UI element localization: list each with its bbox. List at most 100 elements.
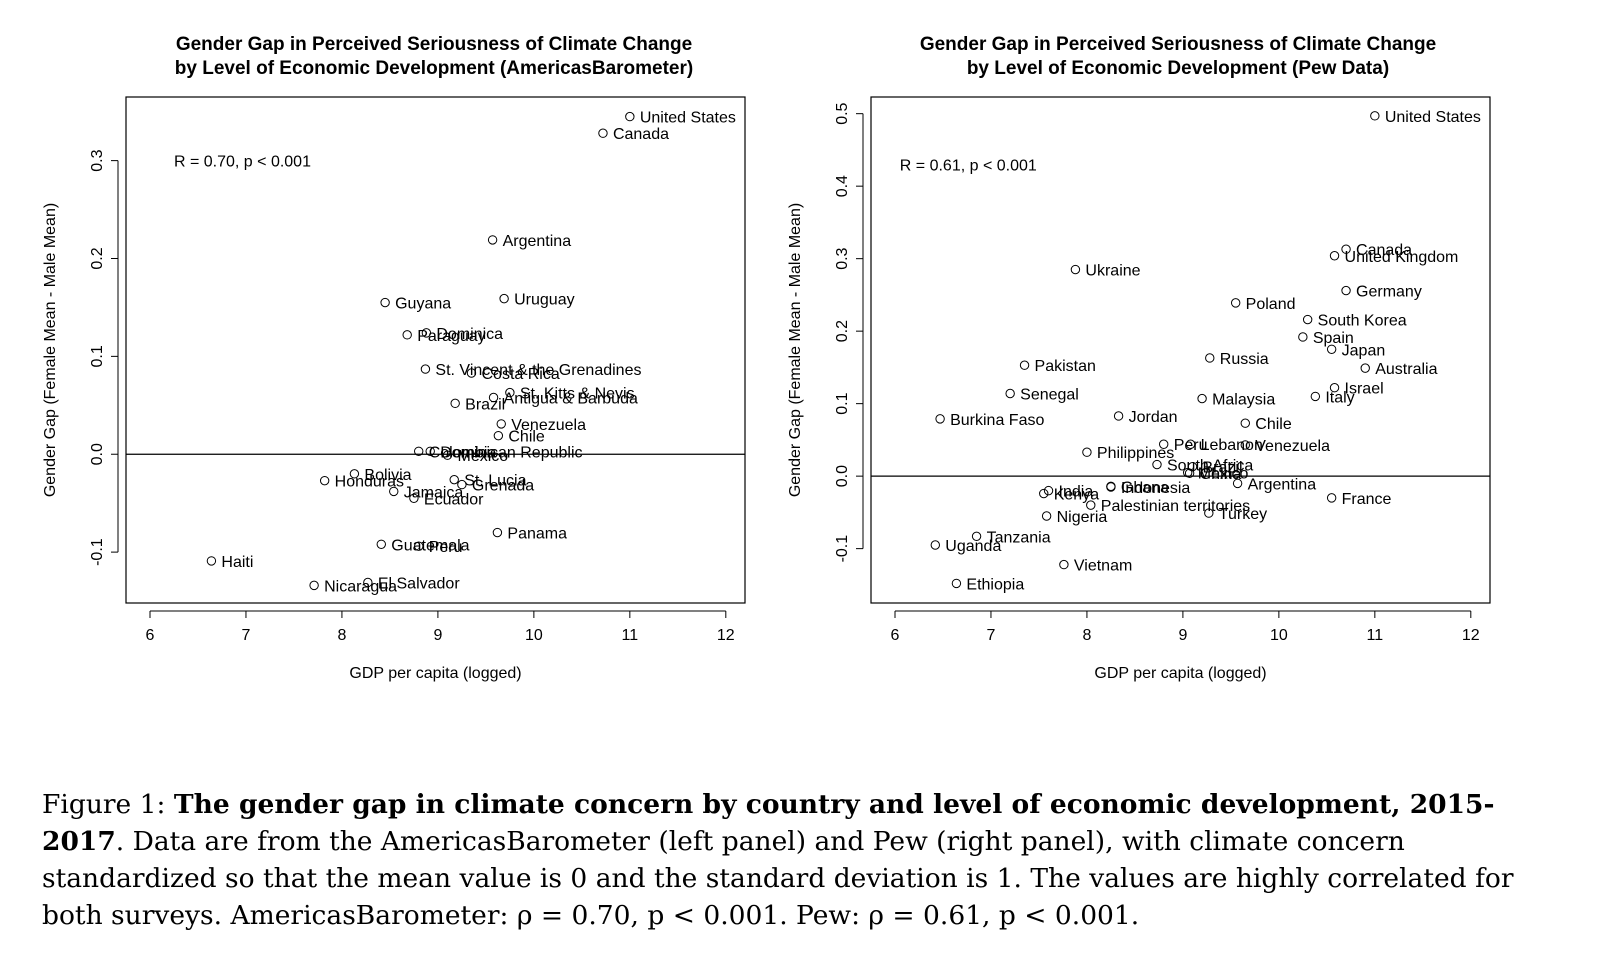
chart-panel-americasbarometer: Gender Gap in Perceived Seriousness of C… bbox=[42, 34, 746, 682]
correlation-annotation: R = 0.70, p < 0.001 bbox=[174, 154, 311, 171]
data-point-ethiopia bbox=[951, 578, 962, 589]
y-tick-label: 0.4 bbox=[834, 175, 851, 197]
data-point-brazil bbox=[450, 398, 460, 409]
point-label-russia: Russia bbox=[1220, 351, 1269, 368]
data-point-united-kingdom bbox=[1329, 251, 1340, 261]
data-point-uganda bbox=[930, 540, 940, 550]
data-point-dominica bbox=[421, 328, 432, 338]
data-point-canada bbox=[598, 128, 608, 138]
point-label-costa-rica: Costa Rica bbox=[481, 366, 559, 383]
data-point-vietnam bbox=[1059, 559, 1069, 570]
point-label-france: France bbox=[1342, 491, 1392, 508]
y-tick-label: 0.5 bbox=[834, 102, 851, 124]
data-point-philippines bbox=[1082, 447, 1092, 457]
point-label-honduras: Honduras bbox=[335, 474, 404, 491]
x-tick-label: 12 bbox=[1462, 627, 1480, 644]
data-point-china bbox=[1184, 468, 1195, 478]
data-point-ecuador bbox=[409, 493, 419, 503]
point-label-grenada: Grenada bbox=[472, 478, 534, 495]
point-label-venezuela: Venezuela bbox=[511, 417, 586, 434]
point-label-tanzania: Tanzania bbox=[987, 529, 1051, 546]
caption-rest: . Data are from the AmericasBarometer (l… bbox=[42, 826, 1514, 931]
point-label-malaysia: Malaysia bbox=[1212, 392, 1275, 409]
point-label-kenya: Kenya bbox=[1054, 487, 1099, 504]
point-label-peru: Peru bbox=[429, 539, 463, 556]
data-point-ukraine bbox=[1070, 264, 1081, 275]
chart-title-line-2: by Level of Economic Development (Americ… bbox=[175, 58, 693, 79]
point-label-pakistan: Pakistan bbox=[1035, 358, 1096, 375]
data-point-haiti bbox=[206, 556, 217, 566]
point-label-jordan: Jordan bbox=[1129, 409, 1178, 426]
chart-title-line-1: Gender Gap in Perceived Seriousness of C… bbox=[920, 34, 1436, 55]
caption-prefix: Figure 1: bbox=[42, 789, 174, 820]
caption-bold: The gender gap in climate concern by cou… bbox=[42, 789, 1495, 857]
y-tick-label: 0.0 bbox=[834, 465, 851, 487]
data-point-argentina bbox=[487, 235, 498, 245]
point-label-senegal: Senegal bbox=[1020, 386, 1079, 403]
data-point-colombia bbox=[414, 446, 424, 456]
data-point-indonesia bbox=[1106, 482, 1116, 492]
plot-frame bbox=[870, 96, 1491, 604]
point-label-japan: Japan bbox=[1342, 342, 1386, 359]
x-tick-label: 6 bbox=[146, 627, 155, 644]
data-point-pakistan bbox=[1019, 360, 1030, 370]
point-label-united-states: United States bbox=[1385, 109, 1481, 126]
data-point-antigua-barbuda bbox=[488, 392, 499, 403]
data-point-st-vincent-the-grenadines bbox=[420, 364, 431, 374]
data-point-costa-rica bbox=[466, 368, 477, 378]
point-label-brazil: Brazil bbox=[465, 396, 505, 413]
data-point-el-salvador bbox=[363, 577, 373, 588]
x-tick-label: 8 bbox=[337, 627, 346, 644]
point-label-dominican-republic: Dominican Republic bbox=[440, 444, 582, 461]
point-label-bolivia: Bolivia bbox=[364, 467, 411, 484]
data-point-russia bbox=[1205, 353, 1215, 363]
data-point-south-korea bbox=[1302, 314, 1313, 325]
point-label-chile: Chile bbox=[508, 429, 545, 446]
data-point-chile bbox=[1240, 418, 1250, 428]
data-point-grenada bbox=[457, 479, 467, 490]
data-point-burkina-faso bbox=[935, 414, 945, 424]
point-label-el-salvador: El Salvador bbox=[378, 575, 460, 592]
data-point-malaysia bbox=[1197, 393, 1207, 404]
x-tick-label: 12 bbox=[717, 627, 735, 644]
x-tick-label: 7 bbox=[987, 627, 996, 644]
point-label-brazil: Brazil bbox=[1202, 460, 1242, 477]
x-tick-label: 8 bbox=[1082, 627, 1091, 644]
plot-frame bbox=[125, 96, 746, 604]
point-label-south-korea: South Korea bbox=[1318, 313, 1407, 330]
y-axis-label: Gender Gap (Female Mean - Male Mean) bbox=[787, 203, 804, 497]
data-point-st-lucia bbox=[449, 474, 459, 485]
data-point-tanzania bbox=[971, 531, 982, 542]
point-label-argentina: Argentina bbox=[1248, 476, 1317, 493]
data-point-kenya bbox=[1039, 488, 1049, 499]
y-tick-label: 0.3 bbox=[89, 149, 106, 171]
data-point-lebanon bbox=[1185, 439, 1196, 449]
data-point-chile bbox=[493, 430, 504, 441]
data-point-jordan bbox=[1113, 411, 1124, 421]
point-label-nicaragua: Nicaragua bbox=[324, 578, 397, 595]
data-point-palestinian-territories bbox=[1086, 500, 1096, 510]
x-tick-label: 9 bbox=[1178, 627, 1187, 644]
point-label-haiti: Haiti bbox=[221, 554, 253, 571]
data-point-senegal bbox=[1005, 388, 1015, 399]
y-tick-label: 0.3 bbox=[834, 247, 851, 269]
data-point-argentina bbox=[1232, 478, 1243, 489]
x-tick-label: 11 bbox=[622, 627, 639, 644]
point-label-indonesia: Indonesia bbox=[1121, 480, 1190, 497]
data-point-spain bbox=[1298, 332, 1308, 342]
x-tick-label: 9 bbox=[433, 627, 442, 644]
point-label-china: China bbox=[1200, 466, 1242, 483]
point-label-ecuador: Ecuador bbox=[424, 491, 484, 508]
point-label-canada: Canada bbox=[613, 126, 669, 143]
point-label-philippines: Philippines bbox=[1097, 445, 1174, 462]
data-point-guatemala bbox=[376, 539, 386, 549]
data-point-dominican-republic bbox=[425, 446, 435, 456]
point-label-venezuela: Venezuela bbox=[1255, 438, 1330, 455]
y-tick-label: -0.1 bbox=[89, 538, 106, 566]
point-label-st-lucia: St. Lucia bbox=[464, 473, 526, 490]
data-point-turkey bbox=[1204, 508, 1214, 518]
point-label-india: India bbox=[1059, 484, 1094, 501]
x-tick-label: 7 bbox=[242, 627, 251, 644]
point-label-south-africa: South Africa bbox=[1167, 458, 1253, 475]
point-label-mexico: Mexico bbox=[457, 448, 508, 465]
